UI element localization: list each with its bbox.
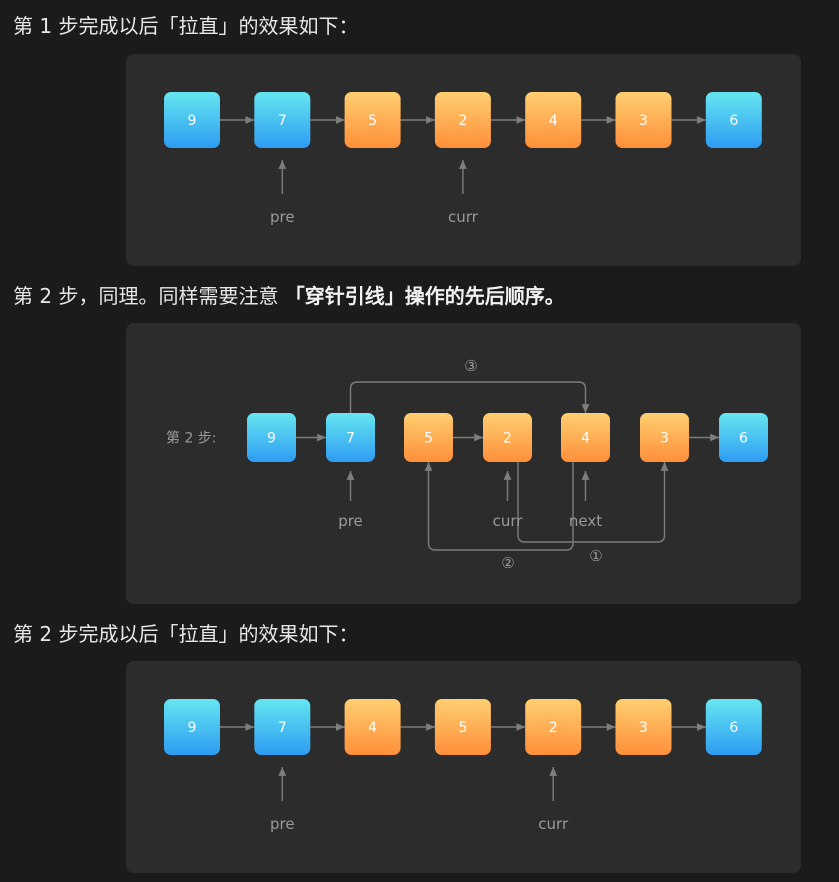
list-node-9: 9 [164, 92, 220, 148]
linked-list-diagram-3: 9 7 4 5 2 3 6 pre curr [164, 699, 762, 833]
list-node-2: 2 [434, 92, 491, 148]
node-value: 5 [368, 113, 377, 129]
list-node-3: 3 [640, 413, 689, 462]
list-node-2: 2 [525, 699, 582, 755]
diagram-panel-2: 第 2 步: 9 7 5 2 4 3 6 ① ② ③ pre curr next [126, 323, 801, 604]
node-box [344, 92, 401, 148]
paragraph-step2-text: 第 2 步，同理。同样需要注意 [13, 284, 285, 308]
node-box [525, 699, 582, 755]
paragraph-step2: 第 2 步，同理。同样需要注意 「穿针引线」操作的先后顺序。 [13, 284, 565, 308]
pointer-label-pre: pre [270, 208, 295, 226]
list-node-7: 7 [254, 92, 311, 148]
operation-3-arrow [349, 381, 590, 413]
list-node-2: 2 [483, 413, 532, 462]
list-node-6: 6 [705, 699, 762, 755]
node-box [615, 92, 672, 148]
paragraph-step2-result: 第 2 步完成以后「拉直」的效果如下： [13, 622, 359, 646]
node-value: 6 [729, 720, 738, 736]
node-box [434, 699, 491, 755]
pointer-label-pre: pre [270, 815, 295, 833]
list-node-4: 4 [344, 699, 401, 755]
operation-label-3: ③ [464, 357, 477, 375]
node-value: 5 [424, 431, 433, 447]
operation-2-arrow [424, 462, 574, 551]
node-value: 7 [278, 720, 287, 736]
node-box [344, 699, 401, 755]
node-value: 7 [346, 431, 355, 447]
node-box [254, 92, 311, 148]
diagram-panel-3: 9 7 4 5 2 3 6 pre curr [126, 661, 801, 873]
pointer-label-next: next [569, 512, 602, 530]
node-box [434, 92, 491, 148]
node-box [247, 413, 296, 462]
node-box [326, 413, 375, 462]
list-node-7: 7 [254, 699, 311, 755]
linked-list-diagram-1: 9 7 5 2 4 3 6 pre curr [164, 92, 762, 226]
operation-label-2: ② [501, 554, 514, 572]
node-box [164, 92, 220, 148]
node-box [615, 699, 672, 755]
node-value: 2 [549, 720, 558, 736]
node-box [254, 699, 311, 755]
node-value: 9 [188, 113, 197, 129]
list-node-5: 5 [344, 92, 401, 148]
node-box [404, 413, 453, 462]
node-box [705, 699, 762, 755]
list-node-6: 6 [719, 413, 768, 462]
node-box [483, 413, 532, 462]
list-node-9: 9 [164, 699, 220, 755]
node-value: 4 [368, 720, 377, 736]
list-node-5: 5 [404, 413, 453, 462]
node-value: 2 [503, 431, 512, 447]
node-box [705, 92, 762, 148]
list-node-9: 9 [247, 413, 296, 462]
list-node-3: 3 [615, 92, 672, 148]
paragraph-step2-emphasis: 「穿针引线」操作的先后顺序。 [284, 284, 565, 308]
pointer-label-curr: curr [538, 815, 569, 833]
node-value: 6 [739, 431, 748, 447]
diagram-panel-1: 9 7 5 2 4 3 6 pre curr [126, 54, 801, 266]
step-label: 第 2 步: [166, 430, 217, 447]
node-value: 3 [639, 113, 648, 129]
node-value: 4 [581, 431, 590, 447]
operation-label-1: ① [589, 547, 602, 565]
list-node-4: 4 [525, 92, 582, 148]
node-box [640, 413, 689, 462]
list-node-5: 5 [434, 699, 491, 755]
node-value: 7 [278, 113, 287, 129]
node-value: 3 [660, 431, 669, 447]
node-value: 6 [729, 113, 738, 129]
node-value: 9 [267, 431, 276, 447]
linked-list-diagram-2: 第 2 步: 9 7 5 2 4 3 6 ① ② ③ pre curr next [166, 357, 768, 572]
node-box [164, 699, 220, 755]
paragraph-step1-result: 第 1 步完成以后「拉直」的效果如下： [13, 14, 359, 38]
node-value: 4 [549, 113, 558, 129]
node-value: 9 [188, 720, 197, 736]
node-value: 3 [639, 720, 648, 736]
list-node-3: 3 [615, 699, 672, 755]
pointer-label-curr: curr [493, 512, 524, 530]
node-box [719, 413, 768, 462]
node-box [525, 92, 582, 148]
operation-1-arrow [517, 462, 669, 543]
list-node-7: 7 [326, 413, 375, 462]
node-value: 2 [458, 113, 467, 129]
node-value: 5 [458, 720, 467, 736]
list-node-4: 4 [561, 413, 610, 462]
pointer-label-curr: curr [448, 208, 479, 226]
list-node-6: 6 [705, 92, 762, 148]
pointer-label-pre: pre [338, 512, 363, 530]
node-box [561, 413, 610, 462]
